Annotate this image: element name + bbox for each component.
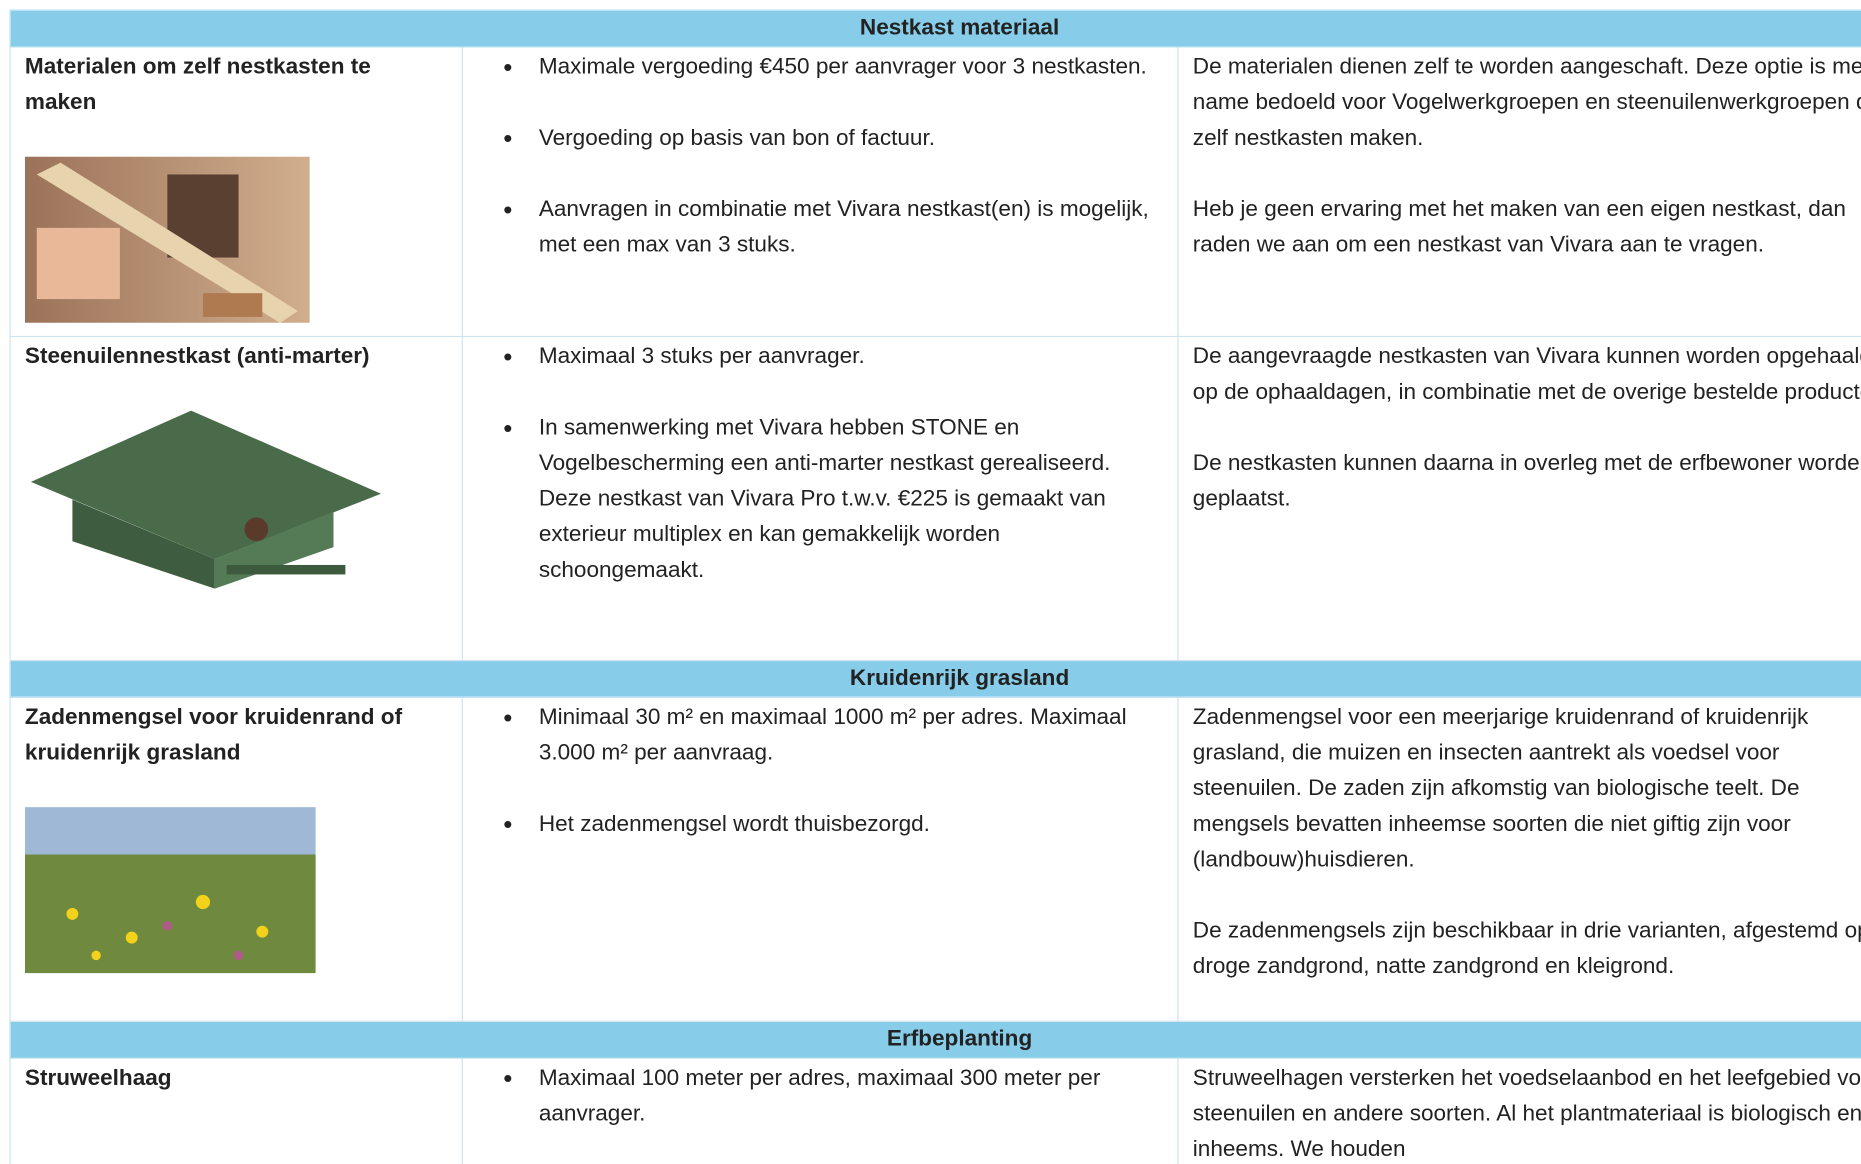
bullet: Maximaal 3 stuks per aanvrager. (503, 339, 1163, 375)
image-nestbox (30, 410, 381, 589)
section-header: Nestkast materiaal (9, 9, 1861, 48)
section-title: Kruidenrijk grasland (9, 659, 1861, 698)
description-cell: De aangevraagde nestkasten van Vivara ku… (1177, 335, 1861, 662)
paragraph: De materialen dienen zelf te worden aang… (1192, 54, 1861, 151)
name-cell: Zadenmengsel voor kruidenrand of kruiden… (9, 696, 463, 1022)
name-cell: Struweelhaag (9, 1057, 463, 1164)
name-cell: Materialen om zelf nestkasten te maken (9, 46, 463, 338)
item-name: Materialen om zelf nestkasten te maken (24, 54, 371, 116)
paragraph: Struweelhagen versterken het voedselaanb… (1192, 1065, 1861, 1162)
row: Struweelhaag Maximaal 100 meter per adres… (9, 1057, 1861, 1164)
bullet: Vergoeding op basis van bon of factuur. (503, 121, 1163, 157)
row: Zadenmengsel voor kruidenrand of kruiden… (9, 696, 1861, 1022)
item-name: Zadenmengsel voor kruidenrand of kruiden… (24, 704, 403, 766)
paragraph: De nestkasten kunnen daarna in overleg m… (1192, 451, 1861, 512)
description-cell: Zadenmengsel voor een meerjarige kruiden… (1177, 696, 1861, 1022)
bullet: In samenwerking met Vivara hebben STONE … (503, 411, 1163, 589)
bullets-cell: Minimaal 30 m² en maximaal 1000 m² per a… (461, 696, 1179, 1022)
description-cell: Struweelhagen versterken het voedselaanb… (1177, 1057, 1861, 1164)
section-header: Erfbeplanting (9, 1020, 1861, 1059)
row: Materialen om zelf nestkasten te maken Ma… (9, 46, 1861, 338)
bullet-list: Maximaal 100 meter per adres, maximaal 3… (477, 1061, 1163, 1132)
bullets-cell: Maximaal 100 meter per adres, maximaal 3… (461, 1057, 1179, 1164)
bullet: Maximaal 100 meter per adres, maximaal 3… (503, 1061, 1163, 1132)
bullets-cell: Maximale vergoeding €450 per aanvrager v… (461, 46, 1179, 338)
bullet: Het zadenmengsel wordt thuisbezorgd. (503, 807, 1163, 843)
row: Steenuilennestkast (anti-marter) Maximaal… (9, 335, 1861, 662)
image-grassland (24, 807, 316, 974)
bullet-list: Maximaal 3 stuks per aanvrager. In samenw… (477, 339, 1163, 588)
paragraph: De aangevraagde nestkasten van Vivara ku… (1192, 344, 1861, 405)
description-cell: De materialen dienen zelf te worden aang… (1177, 46, 1861, 338)
paragraph: Heb je geen ervaring met het maken van e… (1192, 197, 1846, 258)
section-header: Kruidenrijk grasland (9, 659, 1861, 698)
paragraph: De zadenmengsels zijn beschikbaar in dri… (1192, 918, 1861, 980)
item-name: Steenuilennestkast (anti-marter) (24, 344, 370, 370)
bullet: Maximale vergoeding €450 per aanvrager v… (503, 50, 1163, 86)
bullet-list: Minimaal 30 m² en maximaal 1000 m² per a… (477, 700, 1163, 842)
table: Nestkast materiaal Materialen om zelf nes… (9, 9, 1861, 1164)
bullets-cell: Maximaal 3 stuks per aanvrager. In samenw… (461, 335, 1179, 662)
section-title: Nestkast materiaal (9, 9, 1861, 48)
paragraph: Zadenmengsel voor een meerjarige kruiden… (1192, 704, 1809, 873)
image-wood (24, 156, 310, 323)
bullet: Aanvragen in combinatie met Vivara nestk… (503, 192, 1163, 263)
bullet-list: Maximale vergoeding €450 per aanvrager v… (477, 50, 1163, 264)
item-name: Struweelhaag (24, 1065, 172, 1091)
bullet: Minimaal 30 m² en maximaal 1000 m² per a… (503, 700, 1163, 771)
name-cell: Steenuilennestkast (anti-marter) (9, 335, 463, 662)
section-title: Erfbeplanting (9, 1020, 1861, 1059)
